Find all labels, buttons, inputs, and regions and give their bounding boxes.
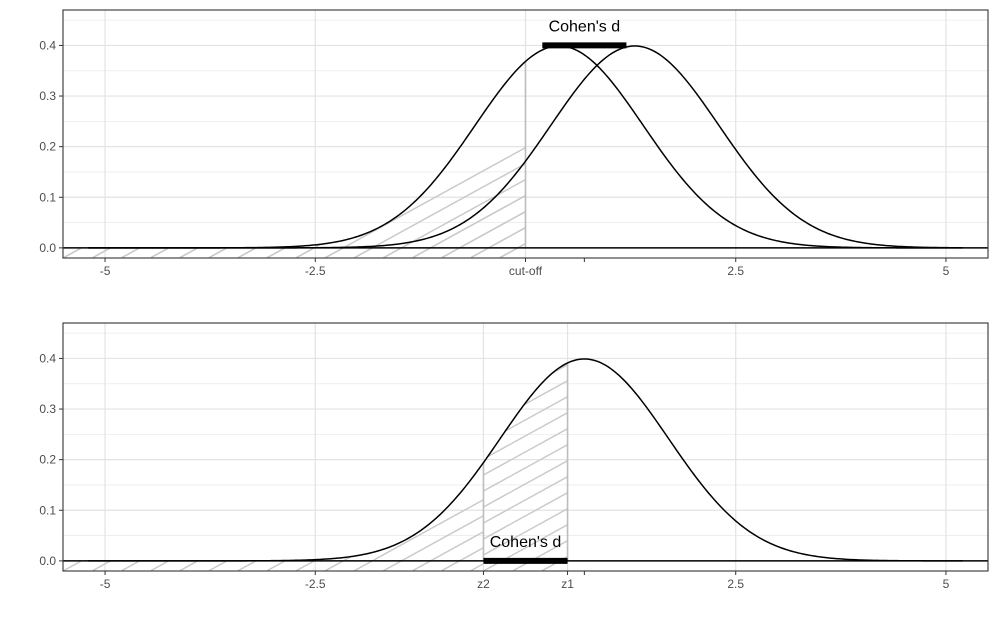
hatch-line xyxy=(483,476,568,524)
bottom-panel: Cohen's d 0.0 0.1 0.2 0.3 0.4 -5 -2.5 z2 z1 2.5 5 xyxy=(39,322,989,591)
x-tick-label: z1 xyxy=(561,577,574,591)
cohens-d-label: Cohen's d xyxy=(549,18,621,35)
hatch-line xyxy=(524,380,568,406)
hatch-line xyxy=(150,247,169,258)
y-tick-label: 0.2 xyxy=(39,453,56,467)
x-tick-label: z2 xyxy=(477,577,490,591)
density-curve-2 xyxy=(88,45,963,249)
y-tick-label: 0.0 xyxy=(39,241,56,255)
hatch-line xyxy=(295,559,317,571)
hatch-line xyxy=(179,560,198,571)
hatch-line xyxy=(483,492,568,540)
hatched-region-between xyxy=(483,364,568,571)
hatch-line xyxy=(324,147,526,258)
hatch-line xyxy=(179,247,198,258)
cohens-d-label: Cohen's d xyxy=(490,534,562,551)
hatch-line xyxy=(353,163,526,258)
hatch-line xyxy=(92,247,111,258)
hatched-region-1 xyxy=(63,499,484,571)
y-tick-label: 0.2 xyxy=(39,140,56,154)
x-tick-label: cut-off xyxy=(509,264,543,278)
hatch-line xyxy=(470,563,484,571)
panel-border xyxy=(62,322,989,572)
hatch-line xyxy=(483,428,568,476)
top-panel: Cohen's d 0.0 0.1 0.2 0.3 0.4 -5 -2.5 cut-off 2.5… xyxy=(39,9,989,278)
hatch-line xyxy=(63,560,82,571)
hatch-line xyxy=(324,246,345,258)
hatch-line xyxy=(470,227,526,258)
hatch-line xyxy=(237,247,256,258)
hatch-line xyxy=(121,560,140,571)
hatch-line xyxy=(208,247,227,258)
hatch-line xyxy=(324,555,352,571)
hatch-line xyxy=(499,243,526,258)
x-tick-label: -5 xyxy=(100,577,111,591)
y-tick-label: 0.1 xyxy=(39,190,56,204)
hatch-line xyxy=(441,547,484,571)
y-tick-label: 0.3 xyxy=(39,89,56,103)
hatch-line xyxy=(295,247,315,258)
hatch-line xyxy=(382,515,484,571)
x-tick-label: 5 xyxy=(943,577,950,591)
hatch-line xyxy=(488,412,568,457)
x-tick-label: 5 xyxy=(943,264,950,278)
hatch-line xyxy=(441,211,526,258)
y-tick-label: 0.3 xyxy=(39,402,56,416)
plot-background xyxy=(63,323,988,571)
hatch-line xyxy=(121,247,140,258)
plot-area xyxy=(63,358,988,571)
x-tick-label: -5 xyxy=(100,264,111,278)
hatch-line xyxy=(237,560,257,571)
hatch-line xyxy=(266,560,286,571)
x-tick-label: -2.5 xyxy=(305,577,326,591)
hatch-line xyxy=(382,241,413,258)
density-curve-1 xyxy=(88,358,963,562)
hatch-line xyxy=(208,560,227,571)
y-tick-label: 0.4 xyxy=(39,351,56,365)
hatch-line xyxy=(63,247,82,258)
hatch-line xyxy=(412,531,484,571)
y-tick-label: 0.0 xyxy=(39,554,56,568)
hatch-line xyxy=(353,499,484,571)
hatch-line xyxy=(92,560,111,571)
x-tick-label: 2.5 xyxy=(727,577,744,591)
hatch-line xyxy=(505,396,568,432)
hatch-line xyxy=(266,247,286,258)
y-tick-label: 0.1 xyxy=(39,503,56,517)
hatch-line xyxy=(513,540,568,571)
x-tick-label: -2.5 xyxy=(305,264,326,278)
x-tick-label: 2.5 xyxy=(727,264,744,278)
hatch-line xyxy=(150,560,169,571)
plot-area xyxy=(63,45,988,258)
hatch-line xyxy=(483,508,568,556)
hatch-line xyxy=(483,444,568,492)
hatch-line xyxy=(483,460,568,508)
y-tick-label: 0.4 xyxy=(39,38,56,52)
